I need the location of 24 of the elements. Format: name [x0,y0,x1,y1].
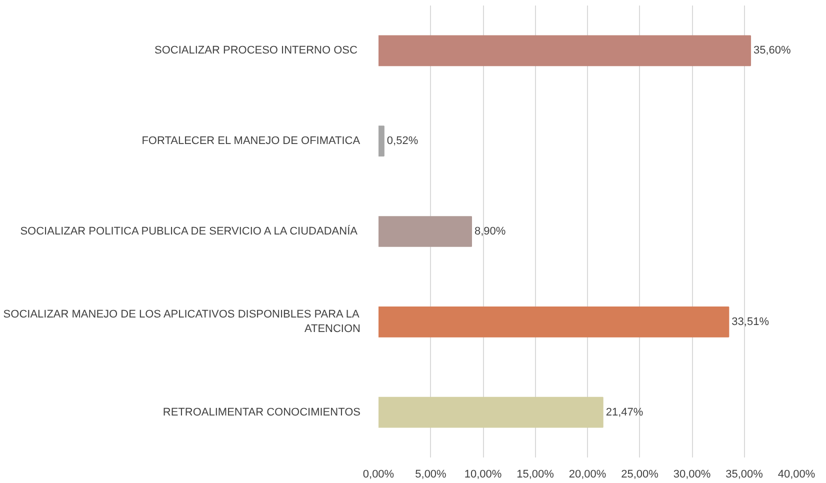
x-tick-label: 0,00% [362,468,394,480]
data-label: 8,90% [474,226,506,238]
x-tick-label: 40,00% [778,468,816,480]
y-tick-label: FORTALECER EL MANEJO DE OFIMATICA [142,135,361,148]
x-tick-label: 15,00% [516,468,554,480]
bar [378,126,384,157]
y-tick-label: RETROALIMENTAR CONOCIMIENTOS [162,406,360,418]
data-label: 21,47% [606,406,644,418]
x-tick-label: 35,00% [726,468,764,480]
y-tick-label: SOCIALIZAR MANEJO DE LOS APLICATIVOS DISPONIBLES PARA LA ATENCION [3,308,361,336]
bar [378,216,472,247]
y-tick-label: SOCIALIZAR POLITICA PUBLICA DE SERVICIO A LA CIUDADANÍA [20,224,358,238]
x-tick-label: 20,00% [568,468,606,480]
bar [378,306,730,338]
y-tick-label: SOCIALIZAR PROCESO INTERNO OSC [154,44,358,57]
x-tick-label: 10,00% [464,468,502,480]
bar [378,396,604,428]
x-tick-label: 30,00% [673,468,711,480]
data-label: 35,60% [754,44,792,57]
data-label: 0,52% [386,135,418,148]
x-tick-label: 25,00% [621,468,659,480]
data-label: 33,51% [732,316,770,328]
x-tick-label: 5,00% [415,468,447,480]
bar [378,35,752,66]
